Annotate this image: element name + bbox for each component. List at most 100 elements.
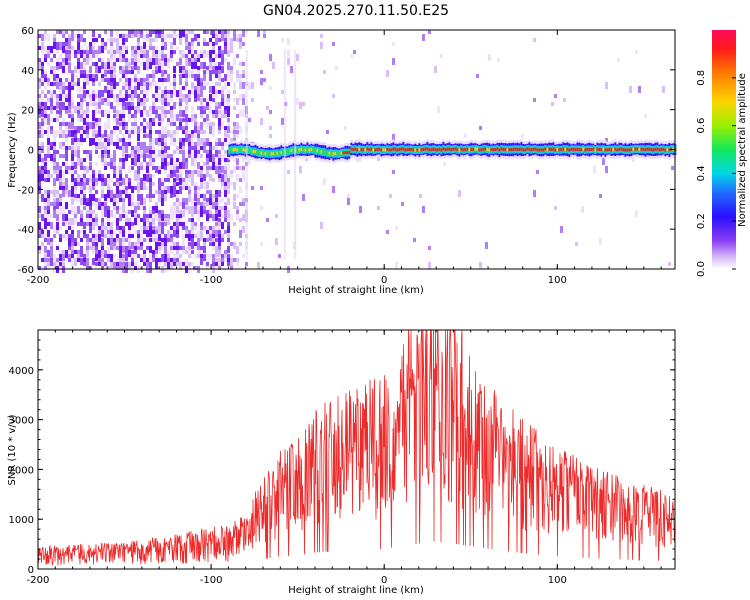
noise-cell bbox=[173, 166, 176, 173]
noise-cell bbox=[107, 258, 110, 262]
noise-cell bbox=[233, 258, 236, 262]
noise-cell bbox=[38, 150, 41, 154]
noise-cell bbox=[191, 70, 194, 77]
noise-cell bbox=[128, 130, 131, 137]
noise-cell bbox=[89, 150, 92, 157]
noise-cell bbox=[218, 38, 221, 42]
noise-cell bbox=[110, 134, 113, 141]
noise-cell bbox=[242, 42, 245, 46]
noise-cell bbox=[80, 62, 83, 69]
noise-cell bbox=[209, 226, 212, 230]
noise-cell bbox=[185, 126, 188, 133]
noise-cell bbox=[104, 178, 107, 185]
noise-cell bbox=[227, 242, 230, 249]
noise-cell bbox=[86, 106, 89, 113]
band-core bbox=[438, 147, 441, 151]
noise-cell bbox=[101, 182, 104, 189]
noise-cell bbox=[146, 130, 149, 134]
noise-cell bbox=[182, 146, 185, 153]
noise-cell bbox=[152, 154, 155, 158]
noise-cell bbox=[218, 190, 221, 197]
noise-cell bbox=[113, 78, 116, 82]
noise-cell bbox=[164, 162, 167, 169]
noise-cell bbox=[209, 194, 212, 201]
noise-cell bbox=[221, 222, 224, 229]
noise-cell bbox=[80, 210, 83, 214]
noise-cell bbox=[137, 186, 140, 193]
noise-cell bbox=[59, 166, 62, 170]
noise-cell bbox=[77, 114, 80, 121]
noise-cell bbox=[68, 106, 71, 113]
noise-cell bbox=[188, 186, 191, 193]
band-core bbox=[238, 148, 241, 152]
noise-cell bbox=[65, 162, 68, 166]
noise-cell bbox=[95, 146, 98, 153]
noise-cell bbox=[47, 138, 50, 145]
noise-cell bbox=[107, 194, 110, 198]
noise-cell bbox=[227, 254, 230, 258]
noise-cell bbox=[155, 238, 158, 245]
noise-cell bbox=[53, 226, 56, 233]
noise-cell bbox=[89, 154, 92, 161]
noise-cell bbox=[104, 110, 107, 117]
noise-cell bbox=[119, 114, 122, 121]
noise-cell bbox=[56, 170, 59, 177]
noise-cell bbox=[182, 110, 185, 117]
noise-cell bbox=[77, 150, 80, 157]
noise-cell bbox=[38, 94, 41, 98]
colorbar-tick-label: 0.8 bbox=[696, 70, 707, 86]
noise-cell bbox=[89, 194, 92, 201]
noise-cell bbox=[263, 34, 266, 38]
noise-cell bbox=[89, 186, 92, 193]
noise-cell bbox=[128, 134, 131, 141]
noise-cell bbox=[134, 50, 137, 57]
noise-cell bbox=[170, 154, 173, 158]
noise-cell bbox=[218, 158, 221, 165]
noise-cell bbox=[161, 198, 164, 205]
noise-cell bbox=[221, 122, 224, 129]
noise-cell bbox=[104, 122, 107, 126]
noise-cell bbox=[242, 30, 245, 37]
noise-cell bbox=[200, 138, 203, 145]
noise-cell bbox=[95, 110, 98, 114]
noise-cell bbox=[83, 174, 86, 181]
noise-cell bbox=[119, 110, 122, 117]
noise-cell bbox=[92, 222, 95, 226]
noise-cell bbox=[155, 110, 158, 117]
noise-cell bbox=[155, 230, 158, 237]
noise-cell bbox=[167, 34, 170, 38]
noise-cell bbox=[149, 218, 152, 225]
band-core bbox=[258, 151, 261, 155]
noise-cell bbox=[92, 218, 95, 225]
noise-cell bbox=[146, 90, 149, 97]
noise-cell bbox=[89, 266, 92, 270]
noise-cell bbox=[86, 102, 89, 106]
noise-cell bbox=[188, 142, 191, 146]
noise-cell bbox=[224, 46, 227, 50]
noise-cell bbox=[179, 78, 182, 85]
noise-cell bbox=[191, 58, 194, 65]
noise-cell bbox=[50, 126, 53, 133]
noise-cell bbox=[320, 42, 323, 49]
noise-cell bbox=[68, 122, 71, 129]
noise-cell bbox=[95, 162, 98, 166]
noise-cell bbox=[116, 142, 119, 149]
noise-cell bbox=[95, 242, 98, 246]
band-core bbox=[606, 148, 609, 152]
noise-cell bbox=[218, 166, 221, 170]
noise-cell bbox=[47, 214, 50, 221]
noise-cell bbox=[122, 106, 125, 113]
noise-cell bbox=[188, 150, 191, 157]
noise-cell bbox=[98, 206, 101, 210]
noise-cell bbox=[152, 94, 155, 98]
noise-cell bbox=[212, 94, 215, 98]
noise-cell bbox=[146, 146, 149, 153]
noise-cell bbox=[74, 54, 77, 58]
band-core bbox=[560, 148, 563, 152]
noise-cell bbox=[176, 150, 179, 154]
noise-cell bbox=[146, 34, 149, 41]
snr-xtick-label: -200 bbox=[27, 575, 50, 586]
noise-cell bbox=[152, 250, 155, 257]
noise-cell bbox=[155, 38, 158, 42]
noise-cell bbox=[116, 198, 119, 205]
